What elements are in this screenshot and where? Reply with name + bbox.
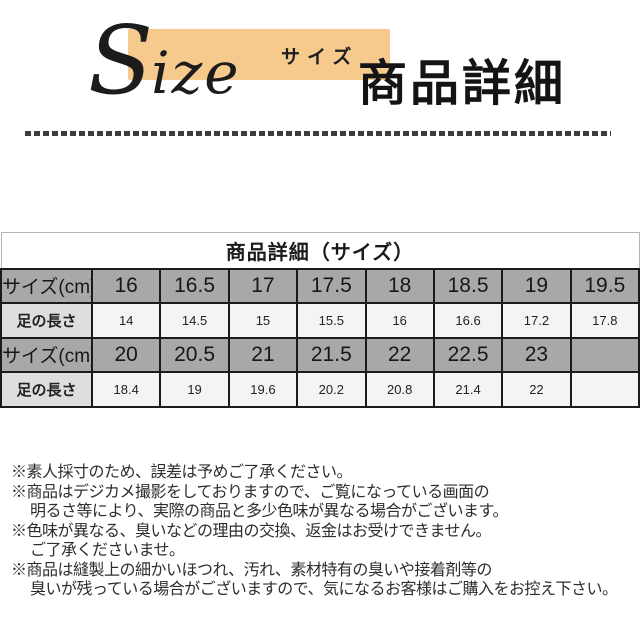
page-title: 商品詳細 xyxy=(358,54,567,112)
size-cell: 18 xyxy=(364,267,435,304)
table-caption-row: 商品詳細（サイズ） xyxy=(0,232,640,270)
table-row-size-2: サイズ(cm) 20 20.5 21 21.5 22 22.5 23 xyxy=(0,336,640,373)
table-caption: 商品詳細（サイズ） xyxy=(0,232,640,270)
row-label: 足の長さ xyxy=(0,370,93,408)
size-cell: 16 xyxy=(90,267,162,304)
note-line: ご了承くださいませ。 xyxy=(30,542,185,559)
length-cell: 18.4 xyxy=(90,370,162,408)
disclaimer-notes: ※素人採寸のため、誤差は予めご了承ください。 ※商品はデジカメ撮影をしております… xyxy=(11,463,636,600)
length-cell: 21.4 xyxy=(432,370,504,408)
length-cell: 15 xyxy=(227,301,299,339)
size-cell: 16.5 xyxy=(159,267,230,304)
length-cell: 20.8 xyxy=(364,370,435,408)
length-cell: 19 xyxy=(159,370,230,408)
size-cell: 20 xyxy=(90,336,162,373)
note-line: ※商品は縫製上の細かいほつれ、汚れ、素材特有の臭いや接着剤等の xyxy=(11,561,492,579)
table-row-length-2: 足の長さ 18.4 19 19.6 20.2 20.8 21.4 22 xyxy=(0,370,640,408)
length-cell: 16.6 xyxy=(432,301,504,339)
note-line: ※商品はデジカメ撮影をしておりますので、ご覧になっている画面の xyxy=(11,483,490,501)
orange-highlight-rect xyxy=(128,29,390,80)
note-line: ※素人採寸のため、誤差は予めご了承ください。 xyxy=(11,464,353,481)
size-cell: 19 xyxy=(501,267,572,304)
size-cell: 18.5 xyxy=(432,267,504,304)
size-cell: 21 xyxy=(227,336,299,373)
size-script-word: Size xyxy=(88,14,241,109)
table-row-size-1: サイズ(cm) 16 16.5 17 17.5 18 18.5 19 19.5 xyxy=(0,267,640,304)
length-cell: 15.5 xyxy=(296,301,367,339)
length-cell: 16 xyxy=(364,301,435,339)
size-cell: 19.5 xyxy=(569,267,640,304)
note-line: ※色味が異なる、臭いなどの理由の交換、返金はお受けできません。 xyxy=(11,522,492,540)
dashed-divider xyxy=(25,131,611,136)
size-cell: 22.5 xyxy=(432,336,504,373)
size-kana-label: サイズ xyxy=(281,47,359,68)
length-cell: 14 xyxy=(90,301,162,339)
length-cell-empty xyxy=(569,370,640,408)
row-label: サイズ(cm) xyxy=(0,336,93,373)
note-line: 明るさ等により、実際の商品と多少色味が異なる場合がございます。 xyxy=(30,503,508,520)
length-cell: 14.5 xyxy=(159,301,230,339)
size-cell: 21.5 xyxy=(296,336,367,373)
size-script-capital: S xyxy=(88,6,153,116)
table-row-length-1: 足の長さ 14 14.5 15 15.5 16 16.6 17.2 17.8 xyxy=(0,301,640,339)
length-cell: 17.8 xyxy=(569,301,640,339)
size-script-rest: ize xyxy=(151,39,241,107)
size-cell-empty xyxy=(569,336,640,373)
length-cell: 17.2 xyxy=(501,301,572,339)
size-cell: 22 xyxy=(364,336,435,373)
size-cell: 17 xyxy=(227,267,299,304)
size-table: 商品詳細（サイズ） サイズ(cm) 16 16.5 17 17.5 18 18.… xyxy=(0,232,640,408)
length-cell: 19.6 xyxy=(227,370,299,408)
size-cell: 20.5 xyxy=(159,336,230,373)
length-cell: 22 xyxy=(501,370,572,408)
row-label: サイズ(cm) xyxy=(0,267,93,304)
row-label: 足の長さ xyxy=(0,301,93,339)
size-cell: 17.5 xyxy=(296,267,367,304)
note-line: 臭いが残っている場合がございますので、気になるお客様はご購入をお控え下さい。 xyxy=(30,581,618,598)
size-cell: 23 xyxy=(501,336,572,373)
length-cell: 20.2 xyxy=(296,370,367,408)
